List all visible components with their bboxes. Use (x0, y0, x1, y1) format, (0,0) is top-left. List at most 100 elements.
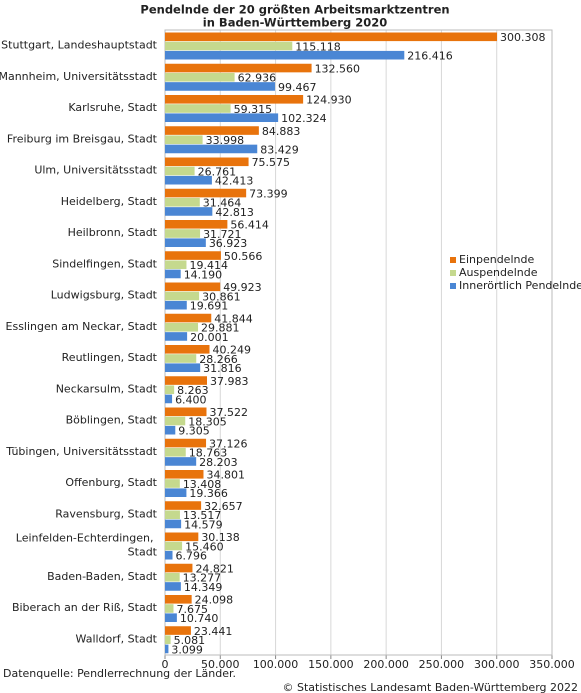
bar (165, 635, 171, 645)
bar (165, 157, 249, 167)
value-label: 3.099 (171, 643, 203, 656)
bar (165, 229, 201, 238)
y-tick-label: Reutlingen, Stadt (62, 351, 158, 364)
bar (165, 95, 304, 104)
value-label: 13.408 (183, 478, 222, 491)
bar (165, 269, 181, 279)
bar (165, 41, 293, 51)
value-label: 83.429 (260, 143, 299, 156)
value-label: 36.923 (209, 237, 248, 250)
bar (165, 50, 405, 60)
bar (165, 532, 199, 542)
chart-title: in Baden-Württemberg 2020 (203, 16, 387, 30)
value-label: 9.305 (178, 425, 210, 438)
value-label: 49.923 (223, 281, 261, 294)
y-tick-label: Walldorf, Stadt (76, 632, 158, 645)
value-label: 32.657 (204, 500, 243, 513)
value-label: 13.277 (183, 572, 222, 585)
value-label: 10.740 (180, 612, 219, 625)
y-tick-label: Ravensburg, Stadt (55, 507, 157, 520)
copyright: © Statistisches Landesamt Baden-Württemb… (282, 681, 578, 693)
y-tick-label: Esslingen am Neckar, Stadt (6, 320, 158, 333)
value-label: 29.881 (201, 322, 240, 335)
x-tick-label: 250.000 (419, 658, 465, 671)
value-label: 24.821 (195, 562, 234, 575)
y-tick-label: Mannheim, Universitätsstadt (0, 70, 158, 83)
legend-label: Einpendelnde (459, 253, 534, 266)
bar (165, 479, 180, 488)
value-label: 102.324 (281, 112, 327, 125)
value-label: 50.566 (224, 250, 263, 263)
value-label: 7.675 (176, 603, 208, 616)
value-label: 84.883 (262, 125, 301, 138)
x-tick-label: 300.000 (474, 658, 520, 671)
bar (165, 345, 210, 354)
x-tick-label: 150.000 (308, 658, 354, 671)
value-label: 18.305 (188, 415, 227, 428)
legend-label: Auspendelnde (459, 266, 538, 279)
legend-swatch (450, 283, 456, 289)
bar (165, 300, 187, 310)
value-label: 56.414 (230, 219, 268, 232)
value-label: 124.930 (306, 94, 352, 107)
bar (165, 104, 231, 113)
value-label: 62.936 (238, 72, 277, 85)
bar (165, 63, 312, 73)
value-label: 30.138 (201, 531, 240, 544)
bar (165, 260, 187, 270)
bar (165, 363, 201, 372)
legend-swatch (450, 270, 456, 276)
bar (165, 166, 195, 176)
y-tick-label: Karlsruhe, Stadt (68, 101, 157, 114)
value-label: 75.575 (252, 156, 291, 169)
bar (165, 604, 174, 613)
bar (165, 425, 176, 435)
bar (165, 322, 199, 332)
bar (165, 126, 259, 135)
bar (165, 519, 182, 529)
bar (165, 354, 197, 363)
bar (165, 613, 177, 622)
bar (165, 385, 175, 395)
x-tick-label: 200.000 (363, 658, 409, 671)
bar (165, 447, 186, 457)
value-label: 31.721 (203, 228, 242, 241)
bar (165, 572, 180, 582)
y-tick-label: Heidelberg, Stadt (61, 195, 158, 208)
value-label: 28.266 (199, 353, 238, 366)
bar (165, 144, 258, 154)
bar (165, 251, 221, 260)
bar (165, 332, 188, 341)
bar (165, 626, 191, 635)
y-tick-label: Leinfelden-Echterdingen, Stadt (16, 532, 158, 559)
bar (165, 220, 228, 229)
value-label: 31.816 (203, 362, 242, 375)
bar (165, 563, 193, 573)
source: Datenquelle: Pendlerrechnung der Länder. (3, 667, 236, 680)
value-label: 30.861 (202, 290, 241, 303)
y-tick-label: Biberach an der Riß, Stadt (12, 601, 158, 614)
value-label: 115.118 (295, 40, 341, 53)
value-label: 132.560 (315, 62, 361, 75)
bar (165, 135, 203, 145)
bar (165, 595, 192, 604)
x-tick-label: 0 (162, 658, 169, 671)
legend-swatch (450, 257, 456, 263)
bar (165, 291, 200, 301)
value-label: 37.522 (209, 406, 248, 419)
value-label: 6.400 (175, 393, 207, 406)
value-label: 42.413 (215, 175, 254, 188)
bar (165, 457, 197, 466)
x-tick-label: 50.000 (201, 658, 240, 671)
bar (165, 282, 221, 292)
x-tick-label: 350.000 (529, 658, 575, 671)
value-label: 28.203 (199, 456, 238, 469)
bar (165, 394, 173, 404)
y-tick-label: Offenburg, Stadt (65, 476, 157, 489)
plot-frame (164, 29, 553, 656)
value-label: 34.801 (206, 469, 245, 482)
bar (165, 541, 183, 551)
bar (165, 510, 180, 520)
bar (165, 488, 187, 497)
